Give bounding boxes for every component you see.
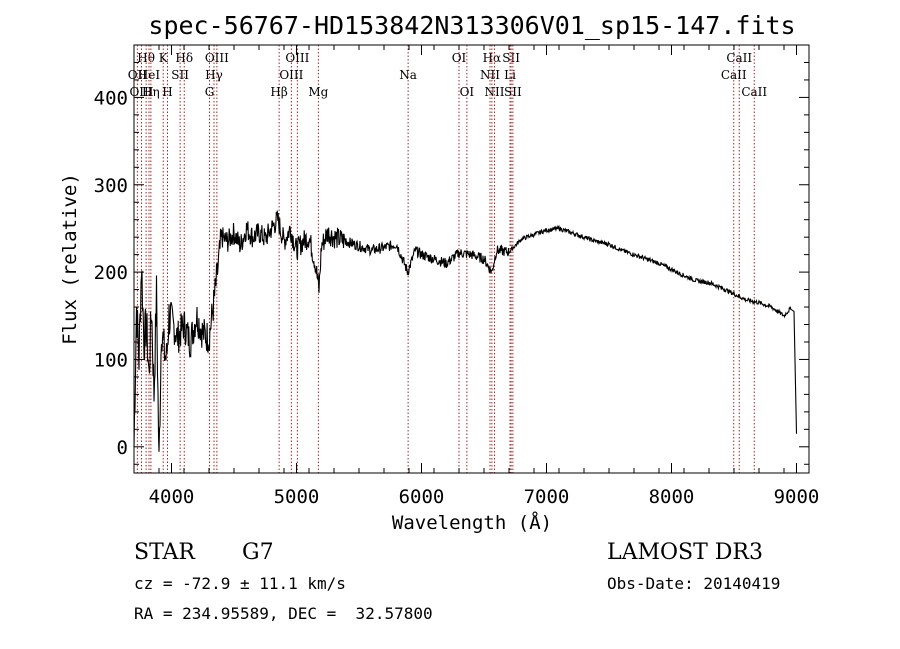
y-tick-label-2: 200 [94, 262, 128, 284]
marker-label-14: OIII [279, 68, 303, 82]
object-class: STAR [134, 540, 195, 565]
marker-label-15: Mg [308, 85, 328, 99]
plot-frame [133, 44, 810, 474]
marker-label-18: OI [460, 85, 475, 99]
marker-label-19: Hα [483, 51, 502, 65]
x-axis-label: Wavelength (Å) [392, 511, 552, 534]
x-tick-label-3: 7000 [524, 486, 570, 508]
survey-name: LAMOST DR3 [607, 540, 763, 565]
marker-label-8: Hδ [175, 51, 193, 65]
y-axis-label: Flux (relative) [59, 173, 81, 345]
marker-label-24: SII [504, 85, 522, 99]
marker-label-6: H [162, 85, 172, 99]
marker-label-3: K [159, 51, 169, 65]
observation-date: Obs-Date: 20140419 [607, 574, 781, 593]
series-layer [133, 210, 798, 452]
marker-label-21: NII [485, 85, 505, 99]
y-tick-label-3: 300 [94, 175, 128, 197]
redshift-readout: cz = -72.9 ± 11.1 km/s [134, 574, 346, 593]
marker-label-7: SII [171, 68, 189, 82]
marker-label-9: OIII [205, 51, 229, 65]
marker-label-0: Hθ [137, 51, 155, 65]
marker-label-13: OIII [285, 51, 309, 65]
x-tick-label-4: 8000 [649, 486, 695, 508]
marker-label-20: NII [480, 68, 500, 82]
marker-label-11: G [205, 85, 215, 99]
marker-label-12: Hβ [270, 85, 287, 99]
x-tick-label-1: 5000 [274, 486, 320, 508]
chart-title: spec-56767-HD153842N313306V01_sp15-147.f… [148, 11, 795, 40]
y-tick-label-4: 400 [94, 87, 128, 109]
marker-label-1: OII [128, 68, 148, 82]
marker-label-2: OIII [129, 85, 153, 99]
marker-label-5: Hη [142, 85, 160, 99]
series-line-flux [133, 210, 798, 452]
marker-label-17: OI [452, 51, 467, 65]
coordinates-readout: RA = 234.95589, DEC = 32.57800 [134, 604, 433, 623]
object-subclass: G7 [242, 540, 274, 565]
x-tick-label-0: 4000 [149, 486, 195, 508]
y-tick-label-1: 100 [94, 349, 128, 371]
marker-label-10: Hγ [205, 68, 223, 82]
marker-label-22: SII [502, 51, 520, 65]
marker-label-25: CaII [726, 51, 752, 65]
spectral-line-markers: Hθ OII OIII K HeI Hη H SII Hδ OIII Hγ G Hβ OIII OIII Mg… [128, 45, 767, 473]
marker-label-23: Li [504, 68, 516, 82]
marker-label-16: Na [399, 68, 417, 82]
axes: 4000 5000 6000 7000 8000 9000 0 100 200 300 400 [94, 45, 820, 508]
marker-label-4: HeI [138, 68, 161, 82]
y-tick-label-0: 0 [117, 437, 128, 459]
marker-label-27: CaII [741, 85, 767, 99]
x-tick-label-5: 9000 [774, 486, 820, 508]
marker-label-26: CaII [721, 68, 747, 82]
x-tick-label-2: 6000 [399, 486, 445, 508]
